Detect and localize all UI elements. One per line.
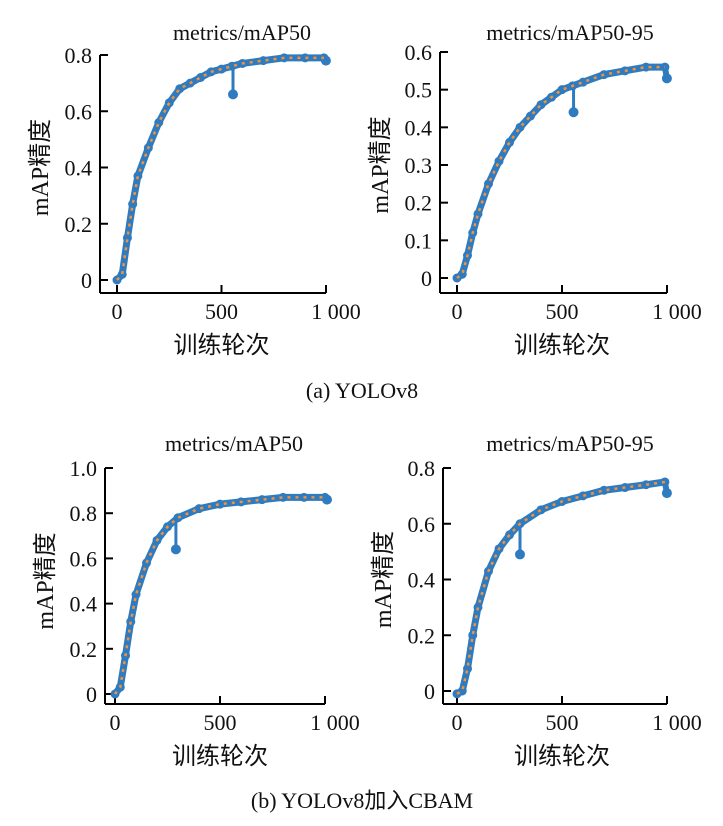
data-point [578, 491, 588, 501]
data-point [133, 171, 143, 181]
series-line [453, 478, 669, 698]
y-tick-label: 0.2 [408, 623, 436, 648]
x-tick-label: 0 [112, 299, 123, 324]
smoothed-line [456, 480, 666, 695]
chart-title: metrics/mAP50 [165, 431, 303, 456]
panel-4: metrics/mAP50-95 0 0.2 0.4 0.6 0.8 0 500 1 000 训练… [370, 431, 702, 770]
end-point [322, 494, 332, 505]
outlier-point [227, 89, 238, 100]
x-axis-label: 训练轮次 [514, 743, 610, 770]
y-tick-label: 0.1 [405, 228, 433, 253]
y-tick-label: 0.3 [405, 153, 433, 178]
data-point [473, 209, 483, 219]
data-point [599, 485, 609, 495]
x-tick-label: 500 [546, 710, 579, 735]
x-tick-label: 1 000 [310, 710, 360, 735]
smoothed-line [116, 56, 324, 281]
chart-title: metrics/mAP50-95 [486, 20, 653, 45]
data-point [505, 137, 514, 147]
data-point [473, 602, 483, 612]
x-tick-label: 1 000 [652, 299, 702, 324]
outlier-point [568, 107, 579, 118]
x-tick-label: 500 [204, 710, 237, 735]
panel-1: metrics/mAP50 0 0.2 0.4 0.6 0.8 0 500 1 000 训练轮次 m… [27, 20, 361, 359]
y-tick-label: 0.4 [408, 568, 436, 593]
y-tick-label: 0 [81, 268, 92, 293]
chart-title: metrics/mAP50 [173, 20, 311, 45]
y-axis-label: mAP精度 [367, 116, 394, 213]
y-tick-label: 0 [424, 679, 435, 704]
data-point [484, 179, 493, 189]
y-axis-label: mAP精度 [32, 532, 59, 629]
y-tick-label: 0.6 [408, 512, 436, 537]
x-axis-label: 训练轮次 [514, 332, 610, 359]
y-tick-label: 0.8 [65, 43, 93, 68]
data-point [457, 269, 467, 279]
x-tick-label: 0 [452, 710, 463, 735]
y-tick-label: 0.4 [405, 115, 433, 140]
data-point [194, 504, 204, 514]
data-point [257, 495, 267, 505]
data-point [557, 85, 567, 95]
y-tick-label: 0.2 [65, 212, 93, 237]
data-point [278, 492, 288, 502]
end-point [661, 73, 672, 84]
panel-3: metrics/mAP50 0 0.2 0.4 0.6 0.8 1.0 0 500 1 000 训练… [32, 431, 360, 770]
data-point [463, 664, 472, 674]
x-tick-label: 500 [546, 299, 579, 324]
y-tick-label: 0.2 [70, 637, 98, 662]
y-tick-label: 0.6 [65, 99, 93, 124]
y-axis-label: mAP精度 [27, 119, 54, 216]
data-point [578, 77, 588, 87]
data-point [641, 62, 651, 72]
y-tick-label: 0.6 [405, 40, 433, 65]
caption-a: (a) YOLOv8 [306, 378, 418, 403]
data-point [117, 269, 127, 279]
smoothed-line [114, 496, 325, 695]
y-tick-label: 1.0 [70, 456, 98, 481]
smoothed-line [456, 65, 665, 280]
caption-b: (b) YOLOv8加入CBAM [251, 788, 473, 813]
data-point [536, 505, 546, 515]
x-tick-label: 1 000 [652, 710, 702, 735]
data-point [196, 73, 206, 82]
x-tick-label: 1 000 [311, 299, 361, 324]
series-line [113, 54, 328, 284]
y-tick-label: 0.4 [70, 592, 98, 617]
x-tick-label: 500 [205, 299, 238, 324]
chart-title: metrics/mAP50-95 [486, 431, 653, 456]
data-point [215, 499, 225, 509]
y-tick-label: 0.5 [405, 78, 433, 103]
data-point [122, 233, 132, 243]
series-line [453, 63, 669, 282]
x-axis-label: 训练轮次 [172, 743, 268, 770]
data-point [142, 558, 151, 568]
data-point [300, 53, 310, 63]
y-tick-label: 0.8 [70, 501, 98, 526]
y-tick-label: 0 [421, 266, 432, 291]
y-axis-label: mAP精度 [370, 531, 397, 628]
end-point [661, 488, 672, 499]
outlier-point [515, 549, 525, 560]
y-tick-label: 0.4 [65, 156, 93, 181]
x-axis-label: 训练轮次 [174, 332, 270, 359]
y-tick-label: 0.6 [70, 546, 98, 571]
y-tick-label: 0.8 [408, 456, 436, 481]
data-point [468, 630, 478, 640]
y-tick-label: 0 [86, 682, 97, 707]
outlier-point [170, 544, 181, 555]
data-point [164, 98, 174, 108]
data-point [641, 480, 651, 490]
x-tick-label: 0 [452, 299, 463, 324]
y-tick-label: 0.2 [405, 191, 433, 216]
data-point [128, 199, 138, 209]
x-tick-label: 0 [110, 710, 121, 735]
panel-2: metrics/mAP50-95 0 0.1 0.2 0.3 0.4 0.5 0.6 0 500 1… [367, 20, 702, 359]
data-point [258, 56, 268, 66]
data-point [131, 590, 141, 600]
series-line [111, 493, 329, 698]
